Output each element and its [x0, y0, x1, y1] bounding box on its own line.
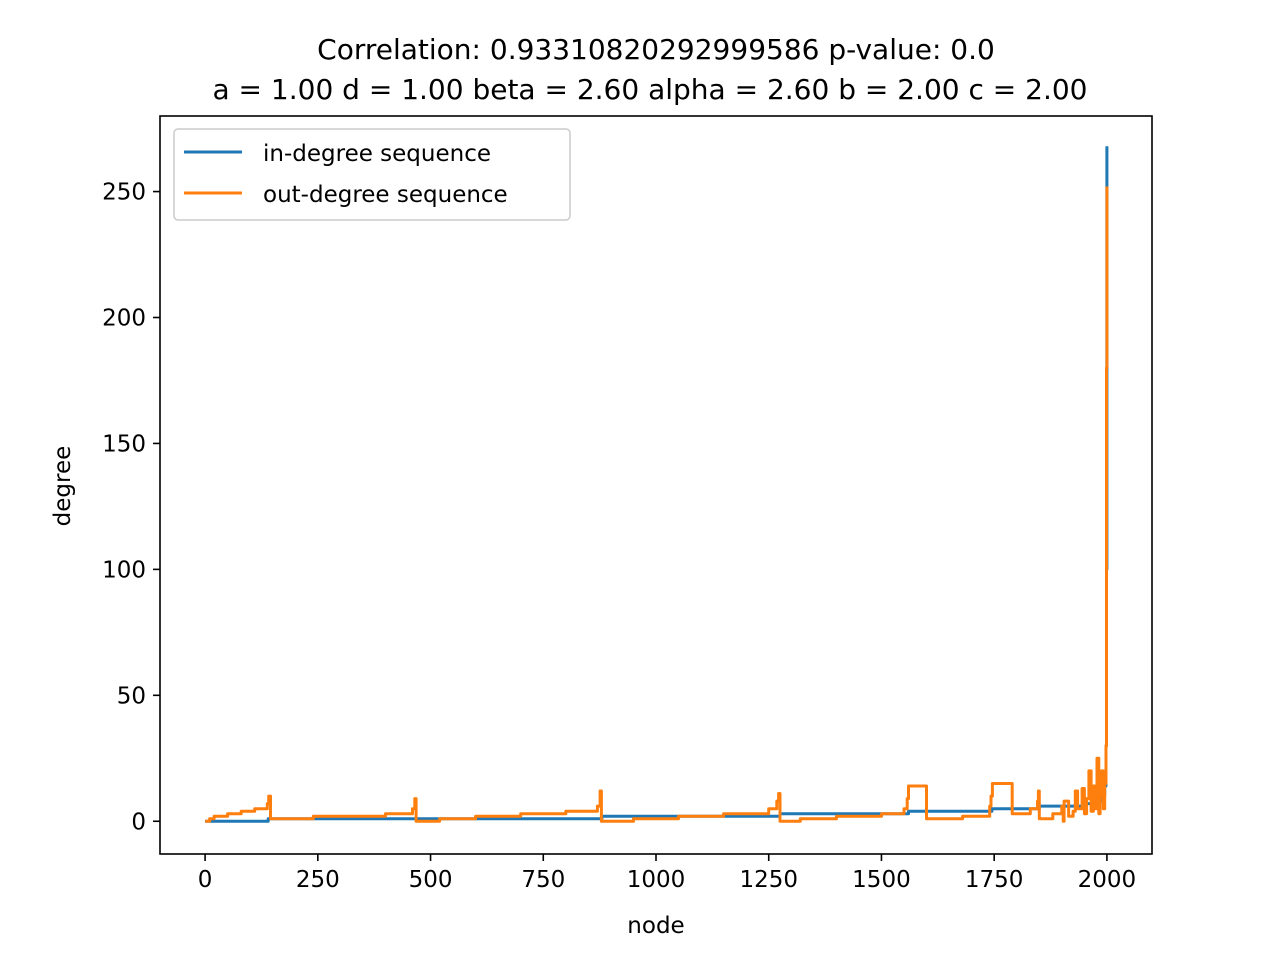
- y-tick-label: 50: [117, 683, 146, 709]
- y-tick-label: 200: [102, 306, 146, 332]
- y-axis-label: degree: [50, 446, 76, 527]
- x-tick-label: 1250: [739, 867, 798, 893]
- chart-title-line-1: Correlation: 0.93310820292999586 p-value…: [317, 33, 995, 66]
- y-tick-label: 0: [131, 809, 146, 835]
- x-tick-label: 500: [409, 867, 453, 893]
- x-tick-label: 2000: [1078, 867, 1137, 893]
- y-tick-label: 250: [102, 180, 146, 206]
- legend: in-degree sequence out-degree sequence: [173, 128, 571, 221]
- tick-layer: 0 250 500 750 1000 1250 1500 1750 2000 0 50 100 150 2…: [102, 180, 1136, 893]
- x-axis-label: node: [627, 913, 684, 939]
- legend-label-out-degree: out-degree sequence: [263, 182, 508, 208]
- x-tick-label: 1500: [852, 867, 911, 893]
- plot-frame: [159, 115, 1153, 855]
- chart-title-line-2: a = 1.00 d = 1.00 beta = 2.60 alpha = 2.…: [213, 73, 1088, 106]
- x-tick-label: 0: [198, 867, 213, 893]
- x-tick-label: 750: [521, 867, 565, 893]
- plot-layer: [205, 146, 1109, 823]
- legend-label-in-degree: in-degree sequence: [263, 141, 491, 167]
- x-tick-label: 1000: [627, 867, 686, 893]
- y-tick-label: 150: [102, 431, 146, 457]
- x-tick-label: 250: [296, 867, 340, 893]
- series-line-out-degree: [205, 186, 1109, 823]
- y-tick-label: 100: [102, 557, 146, 583]
- x-tick-label: 1750: [965, 867, 1024, 893]
- legend-box: [173, 128, 571, 221]
